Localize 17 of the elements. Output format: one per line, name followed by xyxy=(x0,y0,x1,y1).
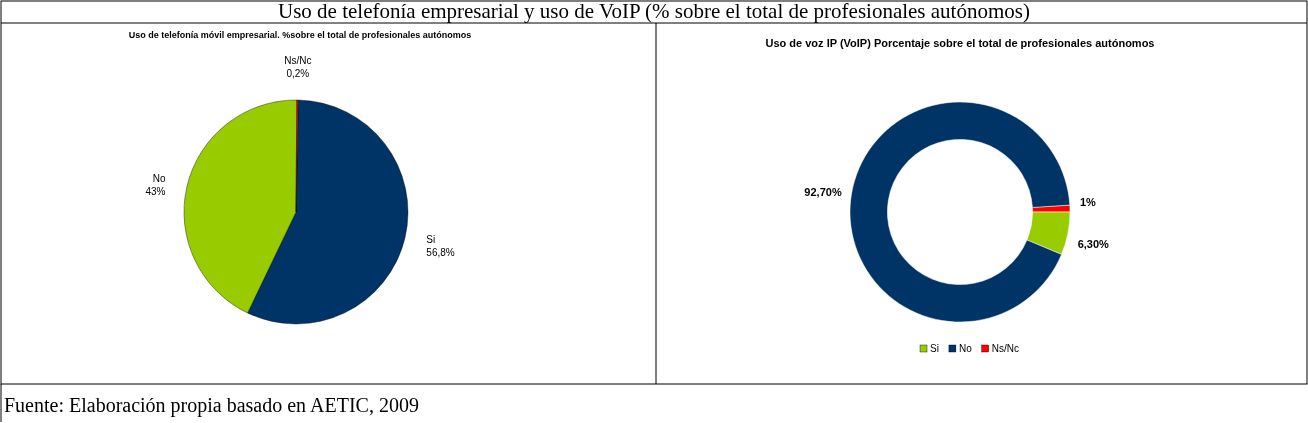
data-label: 43% xyxy=(145,185,166,197)
slice-label: No xyxy=(152,172,166,184)
chart-title: Uso de voz IP (VoIP) Porcentaje sobre el total de profesionales autónomos xyxy=(765,37,1155,49)
source-note: Fuente: Elaboración propia basado en AETIC, 2009 xyxy=(4,394,419,417)
legend-label: Si xyxy=(930,343,939,354)
slice-label: Ns/Nc xyxy=(284,55,312,67)
chart-title: Uso de telefonía móvil empresarial. %sobre el total de profesionales autónomos xyxy=(128,30,472,40)
legend-label: No xyxy=(958,343,973,354)
text: Uso de telefonía empresarial y uso de VoIP (% sobre el total de profesionales autónomos) xyxy=(278,0,1030,23)
legend-label: Ns/Nc xyxy=(991,343,1019,354)
donut-slice xyxy=(849,101,1071,323)
data-label: 92,70% xyxy=(804,186,842,199)
data-label: 1% xyxy=(1079,196,1097,209)
slice-label: Si xyxy=(426,234,436,246)
data-label: 6,30% xyxy=(1077,237,1110,250)
data-label: 0,2% xyxy=(286,68,310,80)
data-label: 56,8% xyxy=(426,247,455,259)
